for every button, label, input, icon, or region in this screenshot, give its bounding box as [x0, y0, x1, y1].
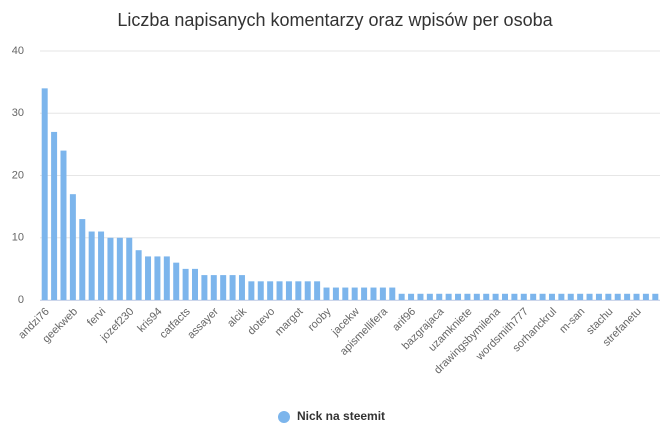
bar: [445, 293, 452, 300]
bar: [558, 293, 565, 300]
x-tick-label: alcik: [225, 305, 249, 329]
x-tick-label: assayer: [185, 305, 221, 341]
bar: [41, 88, 48, 300]
bar: [248, 281, 255, 300]
bar: [614, 293, 621, 300]
bar: [51, 131, 58, 300]
legend-label: Nick na steemit: [297, 409, 385, 423]
bar: [220, 275, 227, 300]
y-tick-label: 10: [12, 232, 24, 244]
bar: [163, 256, 170, 300]
bar: [295, 281, 302, 300]
x-tick-label: margot: [273, 306, 306, 339]
bar: [276, 281, 283, 300]
y-tick-label: 20: [12, 169, 24, 181]
bar: [192, 268, 198, 300]
bar: [408, 293, 415, 300]
legend-marker: [278, 411, 290, 423]
bar: [332, 287, 339, 300]
x-tick-label: dotevo: [245, 306, 277, 338]
bar: [173, 262, 180, 300]
bar: [182, 268, 189, 300]
bar: [361, 287, 368, 300]
bar: [88, 231, 95, 300]
bar: [285, 281, 292, 300]
bar: [351, 287, 358, 300]
y-tick-label: 40: [12, 45, 24, 57]
bar: [567, 293, 574, 300]
bar: [642, 293, 649, 300]
bar: [586, 293, 593, 300]
bar: [69, 194, 76, 300]
bar: [60, 150, 67, 300]
bar: [417, 293, 424, 300]
bar: [605, 293, 612, 300]
bar: [530, 293, 537, 300]
bar: [314, 281, 321, 300]
bar: [548, 293, 555, 300]
bar: [436, 293, 443, 300]
bar: [267, 281, 274, 300]
bar: [323, 287, 330, 300]
bar: [520, 293, 527, 300]
bar: [464, 293, 471, 300]
bar: [107, 237, 114, 300]
bar: [595, 293, 602, 300]
bar: [502, 293, 508, 300]
bar: [116, 237, 123, 300]
bar: [145, 256, 152, 300]
x-tick-label: m-san: [557, 306, 587, 336]
bar: [126, 237, 133, 300]
bar: [426, 293, 433, 300]
bar: [398, 293, 405, 300]
bar: [79, 219, 86, 300]
x-tick-label: fervi: [85, 306, 108, 329]
bar: [229, 275, 236, 300]
bar: [539, 293, 546, 300]
bar: [370, 287, 377, 300]
bar: [511, 293, 518, 300]
bar: [379, 287, 386, 300]
chart-title: Liczba napisanych komentarzy oraz wpisów…: [117, 10, 553, 30]
y-tick-label: 30: [12, 107, 24, 119]
bar: [135, 250, 142, 300]
y-tick-label: 0: [18, 294, 24, 306]
bar: [342, 287, 349, 300]
bar: [389, 287, 396, 300]
bar: [492, 293, 499, 300]
bar: [238, 275, 245, 300]
bar: [154, 256, 161, 300]
bar: [633, 293, 640, 300]
bar: [201, 275, 208, 300]
bar: [652, 293, 659, 300]
bar: [98, 231, 105, 300]
bar: [483, 293, 490, 300]
bar: [257, 281, 264, 300]
bar: [304, 281, 311, 300]
bar: [455, 293, 462, 300]
bar: [210, 275, 217, 300]
bar: [473, 293, 480, 300]
bar: [624, 293, 631, 300]
bar: [577, 293, 584, 300]
